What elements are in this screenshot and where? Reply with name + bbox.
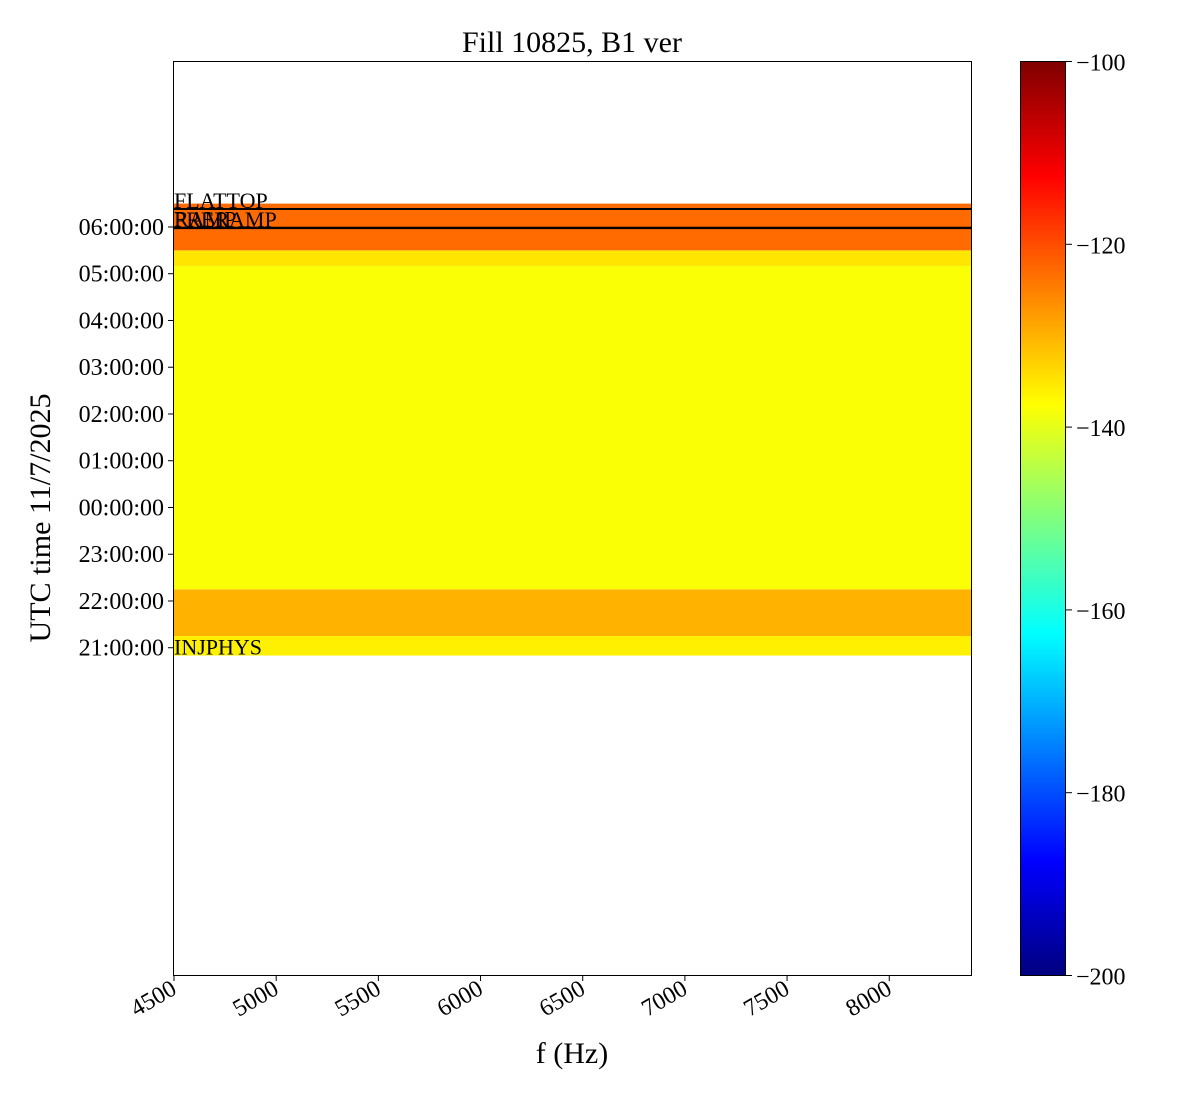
- colorbar-tick-label: −100: [1076, 51, 1126, 77]
- y-tick-label: 06:00:00: [79, 215, 164, 241]
- y-tick-label: 23:00:00: [79, 542, 164, 568]
- y-tick-label: 00:00:00: [79, 495, 164, 521]
- colorbar-tick-label: −120: [1076, 233, 1126, 259]
- x-tick-label: 8000: [842, 976, 897, 1023]
- x-axis-ticks: 4500 5000 5500 6000 6500 7000 7500 8000: [126, 975, 896, 1022]
- x-tick-label: 7000: [637, 976, 692, 1023]
- phase-label-flattop: FLATTOP: [174, 188, 268, 213]
- phase-label-preramp: PRERAMP: [174, 207, 277, 232]
- x-tick-label: 6500: [535, 976, 590, 1023]
- x-tick-label: 5000: [229, 976, 284, 1023]
- y-tick-label: 04:00:00: [79, 308, 164, 334]
- colorbar-ticks: −100 −120 −140 −160 −180 −200: [1066, 51, 1126, 991]
- y-tick-label: 03:00:00: [79, 355, 164, 381]
- colorbar-tick-label: −160: [1076, 599, 1126, 625]
- y-tick-label: 22:00:00: [79, 589, 164, 615]
- colorbar: [1020, 61, 1066, 976]
- heatmap-area: [174, 203, 971, 656]
- x-tick-label: 4500: [126, 976, 181, 1023]
- chart-title: Fill 10825, B1 ver: [462, 26, 682, 59]
- y-tick-label: 21:00:00: [79, 636, 164, 662]
- y-tick-label: 01:00:00: [79, 449, 164, 475]
- phase-label-injphys: INJPHYS: [174, 635, 262, 660]
- y-axis-ticks: 21:00:00 22:00:00 23:00:00 00:00:00 01:00:00…: [79, 215, 174, 662]
- plot-frame: [173, 61, 972, 976]
- y-tick-label: 02:00:00: [79, 402, 164, 428]
- heatmap-region-0: [174, 636, 971, 656]
- x-axis-label: f (Hz): [536, 1037, 608, 1070]
- heatmap-region-3: [174, 250, 971, 266]
- heatmap-region-2: [174, 265, 971, 590]
- colorbar-tick-label: −180: [1076, 782, 1126, 808]
- heatmap-region-1: [174, 589, 971, 637]
- y-tick-label: 05:00:00: [79, 262, 164, 288]
- x-tick-label: 6000: [433, 976, 488, 1023]
- x-tick-label: 5500: [331, 976, 386, 1023]
- colorbar-tick-label: −200: [1076, 965, 1126, 991]
- colorbar-tick-label: −140: [1076, 416, 1126, 442]
- y-axis-label: UTC time 11/7/2025: [24, 394, 57, 643]
- x-tick-label: 7500: [740, 976, 795, 1023]
